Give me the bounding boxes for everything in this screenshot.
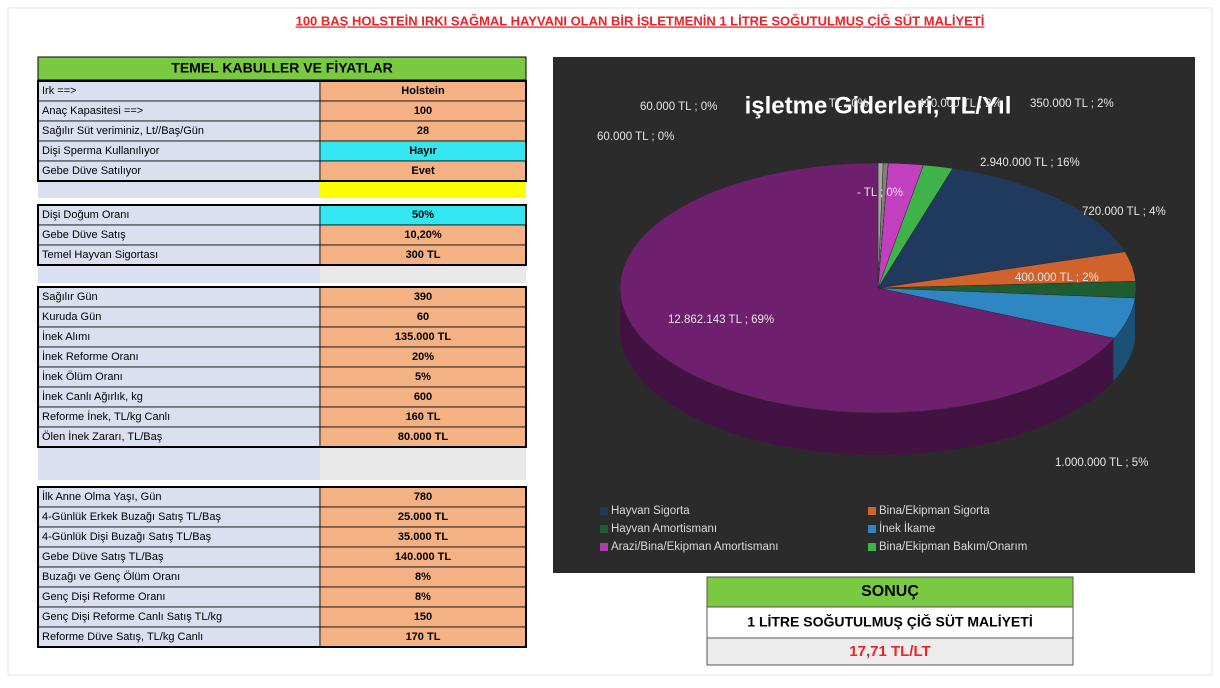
row-value: 5% (415, 371, 431, 383)
table-title: TEMEL KABULLER VE FİYATLAR (171, 60, 392, 76)
row-value: 10,20% (404, 229, 442, 241)
result-value: 17,71 TL/LT (849, 643, 930, 660)
row-label: Anaç Kapasitesi ==> (42, 105, 143, 117)
row-value: Holstein (401, 85, 445, 97)
row-label: Reforme Düve Satış, TL/kg Canlı (42, 631, 203, 643)
group-border (37, 286, 527, 448)
group-border (37, 80, 527, 182)
slice-label: 1.000.000 TL ; 5% (1055, 457, 1148, 469)
page-title: 100 BAŞ HOLSTEİN IRKI SAĞMAL HAYVANI OLA… (296, 13, 985, 28)
row-label: Sağılır Süt veriminiz, Lt//Baş/Gün (42, 125, 204, 137)
chart-title: işletme Giderleri, TL/Yıl (745, 92, 1012, 119)
row-value: 160 TL (406, 411, 441, 423)
result-label: 1 LİTRE SOĞUTULMUŞ ÇİĞ SÜT MALİYETİ (747, 613, 1032, 630)
row-value: 25.000 TL (398, 511, 448, 523)
legend-label: İnek İkame (879, 522, 935, 535)
row-label: Genç Dişi Reforme Oranı (42, 591, 165, 603)
row-label: Dişi Doğum Oranı (42, 209, 129, 221)
legend-label: Bina/Ekipman Sigorta (879, 505, 990, 517)
slice-label: 60.000 TL ; 0% (640, 101, 717, 113)
row-label: İnek Alımı (42, 330, 90, 343)
row-value: 8% (415, 591, 431, 603)
spacer-right (320, 263, 526, 283)
spacer-right (320, 448, 526, 480)
row-label: Sağılır Gün (42, 291, 98, 303)
spacer-left (38, 263, 320, 283)
row-value: 35.000 TL (398, 531, 448, 543)
slice-label: - TL ; 0% (857, 187, 903, 199)
row-label: İnek Reforme Oranı (42, 350, 139, 363)
legend-swatch (600, 543, 608, 551)
result-value-cell (706, 637, 1074, 666)
row-value: 8% (415, 571, 431, 583)
slice-label: 410.000 TL ; 2% (918, 98, 1002, 110)
spacer-left (38, 180, 320, 198)
row-value: 780 (414, 491, 432, 503)
row-value: Hayır (409, 145, 437, 157)
row-value: 50% (412, 209, 434, 221)
slice-label: 12.862.143 TL ; 69% (668, 314, 774, 326)
slice-label: - TL ; 0% (822, 98, 868, 110)
row-label: İnek Canlı Ağırlık, kg (42, 390, 143, 403)
slice-label: 60.000 TL ; 0% (597, 131, 674, 143)
row-value: 20% (412, 351, 434, 363)
row-label: Dişi Sperma Kullanılıyor (42, 145, 160, 157)
row-label: Irk ==> (42, 85, 77, 97)
legend-swatch (600, 525, 608, 533)
row-value: 60 (417, 311, 429, 323)
row-label: Gebe Düve Satış TL/Baş (42, 551, 164, 563)
row-value: Evet (411, 165, 435, 177)
slice (877, 168, 1126, 289)
group-border (37, 204, 527, 266)
legend-swatch (600, 507, 608, 515)
row-label: 4-Günlük Dişi Buzağı Satış TL/Baş (42, 531, 212, 543)
row-label: İnek Ölüm Oranı (42, 370, 123, 383)
slice-label: 2.940.000 TL ; 16% (980, 157, 1080, 169)
slice-label: 720.000 TL ; 4% (1082, 206, 1166, 218)
row-label: Reforme İnek, TL/kg Canlı (42, 410, 170, 423)
slice (619, 162, 1115, 414)
spacer-left (38, 448, 320, 480)
row-value: 150 (414, 611, 432, 623)
row-label: 4-Günlük Erkek Buzağı Satış TL/Baş (42, 511, 221, 523)
row-value: 600 (414, 391, 432, 403)
row-label: Genç Dişi Reforme Canlı Satış TL/kg (42, 611, 222, 623)
slice-label: 400.000 TL ; 2% (1015, 272, 1099, 284)
spacer-right (320, 180, 526, 198)
label-cell (37, 80, 321, 102)
row-value: 140.000 TL (395, 551, 452, 563)
legend-label: Arazi/Bina/Ekipman Amortismanı (611, 541, 778, 553)
result-title: SONUÇ (861, 583, 919, 600)
row-label: Buzağı ve Genç Ölüm Oranı (42, 571, 180, 583)
legend-swatch (868, 507, 876, 515)
row-value: 390 (414, 291, 432, 303)
row-label: Kuruda Gün (42, 311, 101, 323)
row-label: Temel Hayvan Sigortası (42, 249, 158, 261)
row-value: 170 TL (406, 631, 441, 643)
legend-swatch (868, 543, 876, 551)
row-value: 80.000 TL (398, 431, 448, 443)
row-value: 300 TL (406, 249, 441, 261)
legend-label: Hayvan Sigorta (611, 505, 690, 517)
row-label: Gebe Düve Satılıyor (42, 165, 141, 177)
row-label: Gebe Düve Satış (42, 229, 126, 241)
legend-label: Hayvan Amortismanı (611, 523, 717, 535)
row-value: 100 (414, 105, 432, 117)
row-label: Ölen İnek Zararı, TL/Baş (42, 430, 163, 443)
row-label: İlk Anne Olma Yaşı, Gün (42, 490, 161, 503)
legend-label: Bina/Ekipman Bakım/Onarım (879, 541, 1027, 553)
row-value: 28 (417, 125, 429, 137)
slice-label: 350.000 TL ; 2% (1030, 98, 1114, 110)
legend-swatch (868, 525, 876, 533)
row-value: 135.000 TL (395, 331, 452, 343)
group-border (37, 486, 527, 648)
